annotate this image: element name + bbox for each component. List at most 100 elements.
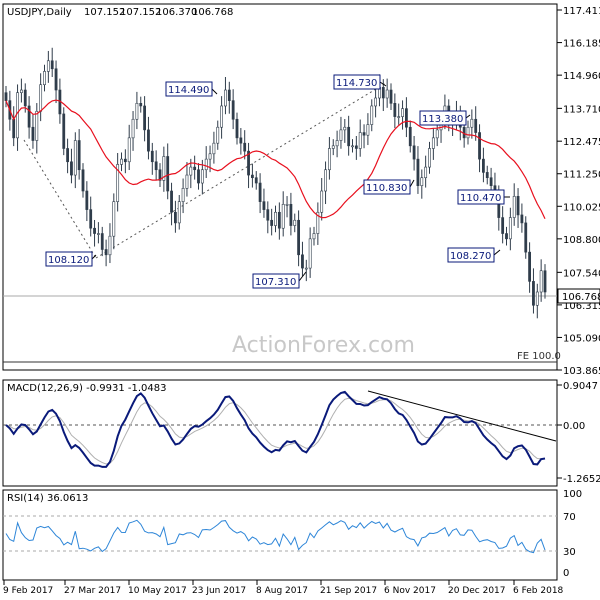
candle	[216, 120, 220, 150]
annotation-108-120: 108.120	[45, 251, 97, 267]
price-tick-label: 110.025	[563, 202, 600, 213]
candle	[393, 93, 397, 129]
rsi-tick-0: 0	[563, 568, 569, 579]
candle	[508, 207, 512, 251]
candle	[347, 115, 351, 156]
svg-text:108.270: 108.270	[450, 251, 491, 262]
candle	[108, 223, 112, 264]
candle	[123, 149, 127, 174]
candle	[331, 139, 335, 156]
candle	[204, 146, 208, 178]
candle	[505, 226, 508, 246]
candle	[404, 97, 408, 138]
candle	[120, 152, 123, 172]
candle	[227, 81, 231, 114]
candle	[200, 159, 204, 195]
macd-tick-high: 0.9047	[563, 381, 598, 392]
ohlc-high: 107.152	[120, 7, 161, 18]
candle	[293, 213, 297, 233]
candle	[73, 132, 77, 189]
candle	[466, 120, 470, 145]
candle	[524, 216, 528, 259]
ohlc-open: 107.152	[84, 7, 125, 18]
macd-tick-zero: 0.00	[563, 421, 585, 432]
candle	[470, 109, 474, 139]
candle	[428, 141, 431, 174]
candle	[143, 96, 147, 142]
ohlc-low: 106.370	[156, 7, 197, 18]
candle	[46, 50, 50, 83]
candle	[277, 202, 281, 240]
annotation-107-310: 107.310	[252, 271, 307, 289]
candle	[397, 103, 401, 125]
price-y-axis: 117.411 116.185 114.960 113.710 112.475 111.2…	[557, 6, 600, 377]
rsi-title: RSI(14) 36.0613	[7, 493, 88, 504]
svg-text:9 Feb 2017: 9 Feb 2017	[3, 586, 53, 596]
candle	[501, 206, 505, 244]
macd-panel: MACD(12,26,9) -0.9931 -1.0483 0.9047 0.0…	[2, 379, 600, 487]
price-tick-label: 103.865	[563, 366, 600, 377]
svg-text:6 Nov 2017: 6 Nov 2017	[384, 586, 436, 596]
candle	[158, 163, 162, 188]
candle	[185, 162, 189, 197]
candle	[362, 124, 366, 149]
fe-label: FE 100.0	[517, 351, 561, 362]
candle	[81, 163, 85, 198]
annotation-114-490: 114.490	[165, 81, 218, 97]
candle	[66, 138, 70, 174]
candle	[181, 178, 185, 214]
candle	[162, 146, 166, 192]
watermark: ActionForex.com	[232, 333, 415, 358]
trendline-left	[23, 139, 97, 259]
svg-text:23 Jun 2017: 23 Jun 2017	[192, 586, 246, 596]
price-tick-label: 113.710	[563, 104, 600, 115]
candle	[189, 158, 193, 189]
price-tick-label: 111.250	[563, 170, 600, 181]
candle	[19, 78, 23, 103]
candle	[320, 177, 324, 221]
price-panel: USDJPY,Daily 107.152 107.152 106.370 106…	[2, 3, 600, 377]
candle	[532, 268, 535, 314]
x-tick-6: 6 Nov 2017	[384, 580, 436, 596]
svg-text:114.730: 114.730	[336, 78, 377, 89]
candle	[35, 103, 39, 154]
svg-text:6 Feb 2018: 6 Feb 2018	[513, 586, 564, 596]
x-tick-2: 10 May 2017	[128, 580, 187, 596]
candle	[539, 259, 543, 302]
annotation-114-730: 114.730	[333, 74, 387, 90]
candle	[312, 226, 316, 246]
candle	[474, 106, 478, 141]
candle	[316, 202, 320, 245]
x-axis: 9 Feb 2017 27 Mar 2017 10 May 2017 23 Ju…	[3, 580, 564, 596]
candle	[366, 113, 370, 146]
annotation-108-270: 108.270	[447, 247, 501, 263]
candle	[370, 99, 374, 132]
price-tick-label: 117.411	[563, 6, 600, 17]
rsi-y-axis: 100 70 30 0	[563, 489, 582, 579]
candle	[4, 86, 8, 108]
candle	[420, 169, 424, 199]
candle	[97, 222, 100, 244]
candle	[416, 146, 420, 194]
candle	[247, 142, 250, 189]
candle	[335, 130, 339, 158]
candle	[93, 219, 96, 247]
annotation-110-830: 110.830	[363, 179, 415, 195]
trendline-support	[95, 82, 387, 259]
x-tick-7: 20 Dec 2017	[448, 580, 506, 596]
svg-text:20 Dec 2017: 20 Dec 2017	[448, 586, 506, 596]
candle	[104, 239, 108, 267]
current-price-tag: 106.768	[557, 288, 600, 304]
rsi-tick-70: 70	[563, 512, 576, 523]
candles	[4, 47, 547, 319]
svg-text:107.310: 107.310	[255, 277, 296, 288]
candle	[100, 226, 104, 257]
candle	[150, 142, 154, 175]
candle	[528, 242, 532, 293]
svg-text:110.470: 110.470	[460, 193, 501, 204]
macd-line	[5, 390, 546, 468]
annotation-113-380: 113.380	[419, 110, 471, 126]
candle	[174, 200, 177, 233]
svg-text:110.830: 110.830	[366, 183, 407, 194]
svg-text:108.120: 108.120	[48, 255, 89, 266]
